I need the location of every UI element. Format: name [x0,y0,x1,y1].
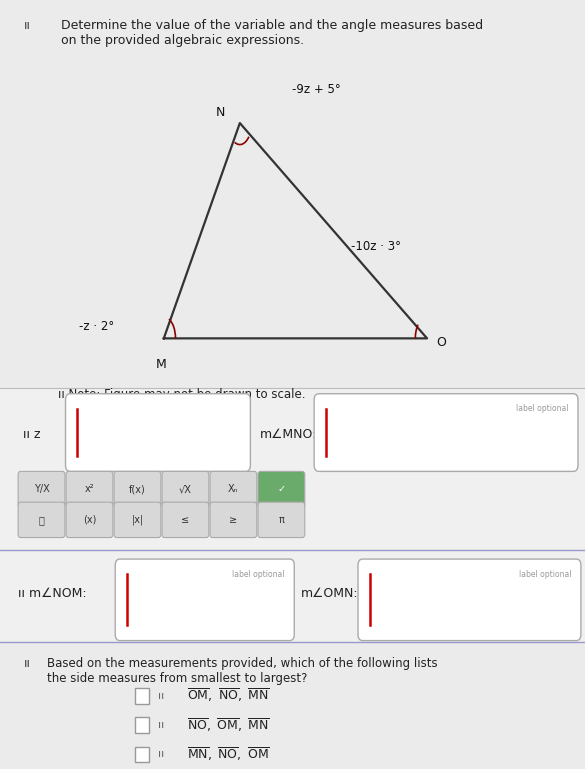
Text: $\overline{\mathrm{OM}},\ \overline{\mathrm{NO}},\ \overline{\mathrm{MN}}$: $\overline{\mathrm{OM}},\ \overline{\mat… [187,687,270,704]
FancyBboxPatch shape [0,550,585,642]
Text: ıı m∠NOM:: ıı m∠NOM: [18,588,86,600]
FancyBboxPatch shape [66,471,113,507]
Text: √X: √X [179,484,192,494]
FancyBboxPatch shape [115,559,294,641]
Text: O: O [436,336,446,348]
Text: ıı: ıı [158,749,164,760]
Text: |x|: |x| [132,514,143,525]
FancyBboxPatch shape [0,642,585,769]
FancyBboxPatch shape [258,471,305,507]
Text: M: M [156,358,166,371]
FancyBboxPatch shape [114,502,161,538]
Text: (x): (x) [83,514,96,525]
FancyBboxPatch shape [162,471,209,507]
Text: π: π [278,514,284,525]
FancyBboxPatch shape [258,502,305,538]
Text: label optional: label optional [516,404,569,414]
Text: ≥: ≥ [229,514,238,525]
Text: label optional: label optional [519,570,572,579]
Text: x²: x² [85,484,94,494]
Text: -9z + 5°: -9z + 5° [292,83,341,96]
Text: ıı: ıı [158,720,164,731]
Text: m∠OMN:: m∠OMN: [301,588,359,600]
Text: ıı: ıı [23,19,30,32]
Text: ✓: ✓ [277,484,285,494]
FancyBboxPatch shape [114,471,161,507]
Text: -10z · 3°: -10z · 3° [351,240,401,252]
Text: -z · 2°: -z · 2° [79,321,114,333]
Text: Xₙ: Xₙ [228,484,239,494]
FancyBboxPatch shape [18,502,65,538]
Text: Y/X: Y/X [34,484,49,494]
Text: m∠MNO:: m∠MNO: [260,428,318,441]
FancyBboxPatch shape [162,502,209,538]
FancyBboxPatch shape [0,0,585,550]
Text: ıı: ıı [23,657,30,671]
FancyBboxPatch shape [358,559,581,641]
Text: N: N [216,106,225,119]
FancyBboxPatch shape [18,471,65,507]
FancyBboxPatch shape [314,394,578,471]
FancyBboxPatch shape [135,747,149,762]
Text: ≤: ≤ [181,514,190,525]
FancyBboxPatch shape [135,688,149,704]
Text: ıı: ıı [158,691,164,701]
FancyBboxPatch shape [0,388,585,550]
Text: Based on the measurements provided, which of the following lists
the side measur: Based on the measurements provided, whic… [47,657,438,685]
FancyBboxPatch shape [210,471,257,507]
Text: label optional: label optional [232,570,285,579]
Text: 🗑: 🗑 [39,514,44,525]
FancyBboxPatch shape [66,502,113,538]
FancyBboxPatch shape [135,717,149,733]
FancyBboxPatch shape [210,502,257,538]
FancyBboxPatch shape [66,394,250,471]
Text: ıı Note: Figure may not be drawn to scale.: ıı Note: Figure may not be drawn to scal… [58,388,306,401]
Text: $\overline{\mathrm{MN}},\ \overline{\mathrm{NO}},\ \overline{\mathrm{OM}}$: $\overline{\mathrm{MN}},\ \overline{\mat… [187,746,270,763]
Text: f(x): f(x) [129,484,146,494]
Text: Determine the value of the variable and the angle measures based
on the provided: Determine the value of the variable and … [61,19,484,47]
Text: $\overline{\mathrm{NO}},\ \overline{\mathrm{OM}},\ \overline{\mathrm{MN}}$: $\overline{\mathrm{NO}},\ \overline{\mat… [187,717,270,734]
Text: ıı z: ıı z [23,428,41,441]
